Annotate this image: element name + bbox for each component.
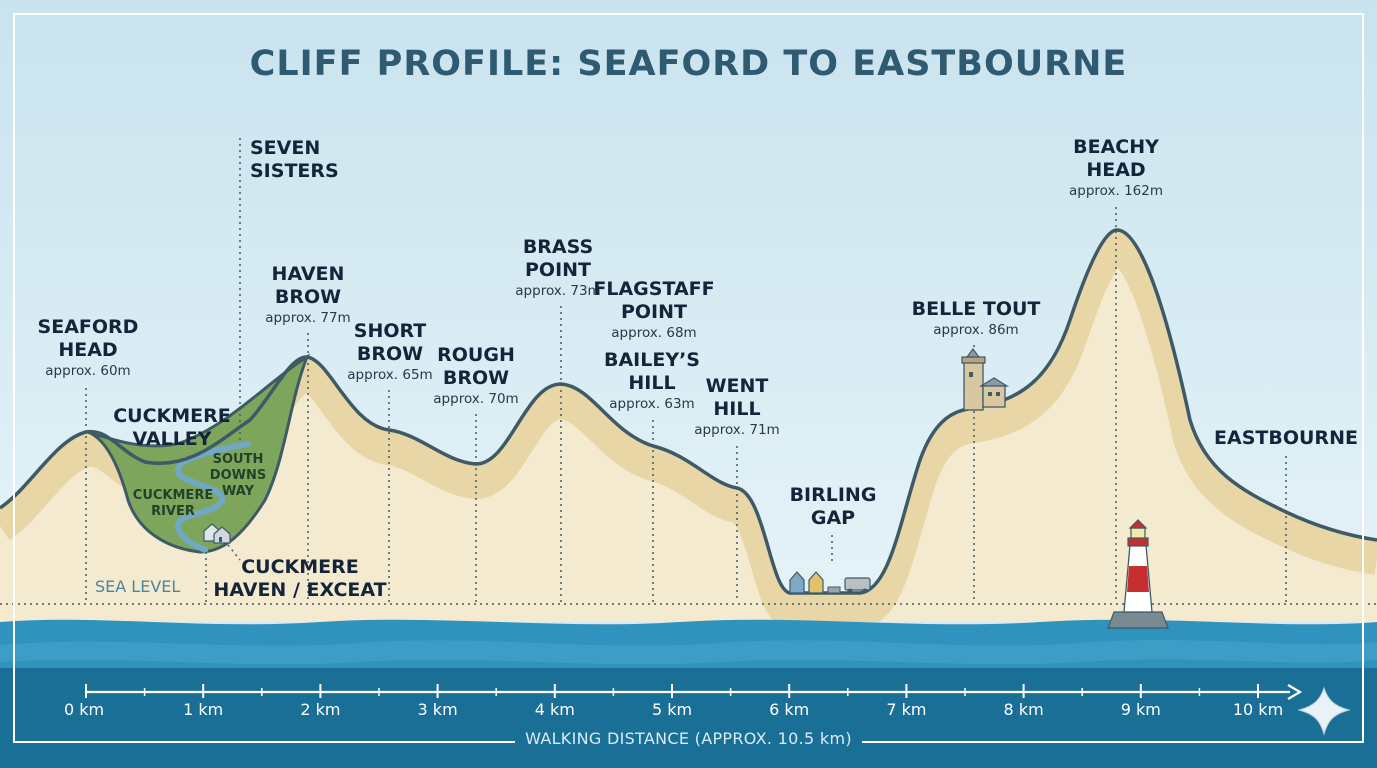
landmark-name: GAP	[810, 507, 856, 529]
label-beachy-head: BEACHY HEAD approx. 162m	[1069, 136, 1163, 200]
landmark-elevation: approx. 77m	[265, 310, 351, 326]
label-seven-sisters: SEVEN SISTERS	[250, 137, 339, 183]
landmark-name: VALLEY	[132, 428, 212, 450]
axis-tick-label: 1 km	[183, 700, 224, 719]
landmark-name: BROW	[274, 286, 342, 308]
landmark-name: HEAD	[1086, 159, 1146, 181]
landmark-name: BEACHY	[1073, 136, 1159, 158]
label-cuckmere-haven: CUCKMERE HAVEN / EXCEAT	[213, 556, 386, 602]
valley-text: WAY	[222, 484, 254, 499]
label-baileys-hill: BAILEY’S HILL approx. 63m	[604, 349, 700, 413]
landmark-name: HILL	[713, 398, 761, 420]
axis-arrow-icon	[1287, 684, 1303, 700]
label-eastbourne: EASTBOURNE	[1214, 427, 1358, 450]
sea-level-label: SEA LEVEL	[95, 577, 181, 596]
landmark-name: CUCKMERE	[113, 405, 231, 427]
landmark-name: EASTBOURNE	[1214, 427, 1358, 449]
landmark-elevation: approx. 73m	[515, 283, 601, 299]
landmark-name: HILL	[628, 372, 676, 394]
axis-tick-label: 7 km	[886, 700, 927, 719]
label-cuckmere-river: CUCKMERE RIVER	[133, 488, 213, 520]
landmark-name: HAVEN / EXCEAT	[213, 579, 387, 601]
landmark-elevation: approx. 65m	[347, 367, 433, 383]
axis-tick-label: 3 km	[417, 700, 458, 719]
landmark-name: SEAFORD	[37, 316, 139, 338]
landmark-name: POINT	[524, 259, 592, 281]
sea-deep	[0, 668, 1377, 768]
landmark-name: BAILEY’S	[603, 349, 701, 371]
page-title: CLIFF PROFILE: SEAFORD TO EASTBOURNE	[249, 44, 1128, 84]
valley-text: RIVER	[151, 504, 195, 519]
label-rough-brow: ROUGH BROW approx. 70m	[433, 344, 518, 408]
label-brass-point: BRASS POINT approx. 73m	[515, 236, 600, 300]
belle-tout-lighthouse	[961, 348, 1010, 411]
landmark-name: BROW	[442, 367, 510, 389]
axis-title-text: WALKING DISTANCE (APPROX. 10.5 km)	[515, 729, 862, 748]
landmark-name: BRASS	[522, 236, 594, 258]
axis-tick-label: 4 km	[534, 700, 575, 719]
axis-tick-label: 2 km	[300, 700, 341, 719]
landmark-elevation: approx. 60m	[45, 363, 131, 379]
landmark-elevation: approx. 86m	[933, 322, 1019, 338]
landmark-name: CUCKMERE	[241, 556, 359, 578]
landmark-name: ROUGH	[437, 344, 515, 366]
valley-text: CUCKMERE	[132, 488, 214, 503]
axis-tick-label: 6 km	[769, 700, 810, 719]
landmark-name: SEVEN	[250, 137, 321, 159]
label-belle-tout: BELLE TOUT approx. 86m	[912, 298, 1041, 339]
label-south-downs-way: SOUTH DOWNS WAY	[210, 452, 266, 500]
landmark-name: SHORT	[353, 320, 427, 342]
label-seaford-head: SEAFORD HEAD approx. 60m	[38, 316, 139, 380]
cliff-outline	[0, 228, 1377, 595]
axis-tick-label: 5 km	[651, 700, 693, 719]
label-haven-brow: HAVEN BROW approx. 77m	[265, 263, 350, 327]
axis-tick-label: 0 km	[63, 700, 105, 719]
landmark-name: BROW	[356, 343, 424, 365]
exceat-houses	[203, 523, 231, 544]
axis-title: WALKING DISTANCE (APPROX. 10.5 km)	[0, 729, 1377, 748]
landmark-name: POINT	[620, 301, 687, 323]
label-flagstaff-point: FLAGSTAFF POINT approx. 68m	[593, 278, 714, 342]
landmark-elevation: approx. 71m	[694, 422, 780, 438]
label-short-brow: SHORT BROW approx. 65m	[347, 320, 432, 384]
landmark-elevation: approx. 70m	[433, 391, 519, 407]
birling-gap-buildings	[789, 571, 871, 594]
landmark-elevation: approx. 68m	[611, 325, 697, 341]
sparkle-icon	[1297, 686, 1351, 736]
valley-text: SOUTH	[212, 452, 264, 467]
sea-wave-band	[0, 640, 1377, 665]
landmark-name: WENT	[705, 375, 769, 397]
label-went-hill: WENT HILL approx. 71m	[694, 375, 779, 439]
landmark-elevation: approx. 162m	[1069, 183, 1163, 199]
label-birling-gap: BIRLING GAP	[790, 484, 877, 530]
landmark-name: BIRLING	[789, 484, 877, 506]
landmark-name: FLAGSTAFF	[593, 278, 715, 300]
landmark-name: HAVEN	[271, 263, 345, 285]
landmark-elevation: approx. 63m	[609, 396, 695, 412]
landmark-name: SISTERS	[250, 160, 339, 182]
axis-tick-label: 9 km	[1120, 700, 1161, 719]
axis-tick-label: 8 km	[1003, 700, 1044, 719]
beachy-head-lighthouse	[1107, 519, 1169, 629]
landmark-name: HEAD	[58, 339, 118, 361]
cliff-land	[0, 229, 1377, 623]
landmark-name: BELLE TOUT	[911, 298, 1041, 320]
label-cuckmere-valley: CUCKMERE VALLEY	[113, 405, 231, 451]
axis-tick-label: 10 km	[1232, 700, 1284, 719]
valley-text: DOWNS	[209, 468, 267, 483]
